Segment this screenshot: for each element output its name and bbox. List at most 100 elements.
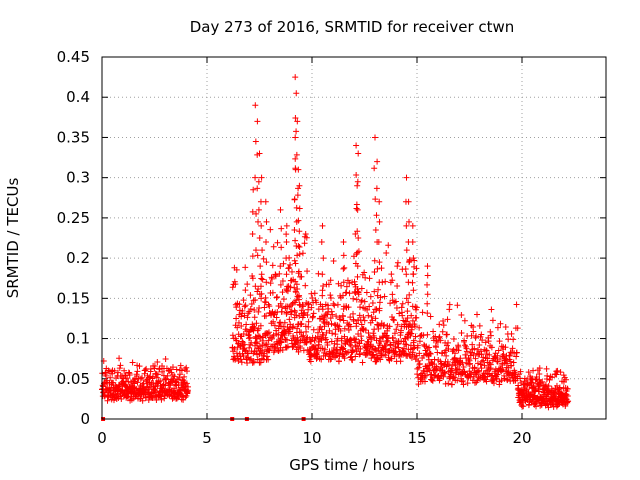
- data-point: [478, 348, 485, 355]
- data-point: [244, 281, 251, 288]
- data-point: [291, 196, 298, 203]
- data-point: [277, 300, 284, 307]
- data-point: [255, 206, 262, 213]
- data-point: [476, 322, 483, 329]
- data-point: [254, 252, 261, 259]
- data-point: [295, 243, 302, 250]
- data-point: [361, 269, 368, 276]
- data-point: [256, 150, 263, 157]
- data-point: [288, 308, 295, 315]
- data-point: [353, 251, 360, 258]
- data-point: [370, 351, 377, 358]
- data-point: [330, 300, 337, 307]
- data-point: [147, 366, 154, 373]
- data-point: [377, 356, 384, 363]
- data-point: [158, 396, 165, 403]
- data-point: [337, 316, 344, 323]
- data-point: [183, 364, 190, 371]
- data-point: [360, 314, 367, 321]
- data-point: [377, 338, 384, 345]
- data-point: [292, 74, 299, 81]
- x-tick-label: 5: [202, 429, 212, 447]
- data-point: [470, 328, 477, 335]
- data-point: [269, 262, 276, 269]
- data-point: [482, 339, 489, 346]
- data-point: [416, 350, 423, 357]
- data-point: [334, 301, 341, 308]
- data-point: [273, 314, 280, 321]
- data-point: [251, 314, 258, 321]
- data-point: [461, 317, 468, 324]
- data-point: [533, 403, 540, 410]
- data-point: [483, 378, 490, 385]
- data-point: [250, 359, 257, 366]
- data-point: [289, 300, 296, 307]
- data-point: [240, 297, 247, 304]
- data-point: [463, 348, 470, 355]
- data-point: [489, 317, 496, 324]
- data-point: [488, 306, 495, 313]
- data-point: [330, 257, 337, 264]
- data-point: [444, 358, 451, 365]
- data-point: [291, 341, 298, 348]
- data-point: [347, 314, 354, 321]
- data-point: [368, 355, 375, 362]
- data-point: [525, 369, 532, 376]
- data-point: [452, 362, 459, 369]
- data-point: [396, 310, 403, 317]
- data-point: [462, 351, 469, 358]
- data-point: [410, 271, 417, 278]
- data-point: [361, 298, 368, 305]
- data-point: [371, 269, 378, 276]
- data-point: [564, 392, 571, 399]
- data-point: [115, 369, 122, 376]
- data-point: [433, 365, 440, 372]
- data-point: [255, 308, 262, 315]
- data-point: [233, 266, 240, 273]
- data-point: [304, 300, 311, 307]
- data-point: [315, 329, 322, 336]
- data-point: [319, 287, 326, 294]
- data-point: [238, 313, 245, 320]
- data-point: [372, 315, 379, 322]
- data-point: [283, 222, 290, 229]
- data-point: [375, 239, 382, 246]
- data-point: [295, 185, 302, 192]
- data-point: [364, 306, 371, 313]
- data-point: [374, 158, 381, 165]
- data-point: [397, 327, 404, 334]
- axis-ticks: [101, 56, 606, 420]
- x-tick-label: 20: [512, 429, 531, 447]
- data-point: [388, 314, 395, 321]
- data-point: [233, 315, 240, 322]
- data-point: [241, 303, 248, 310]
- data-point: [178, 367, 185, 374]
- data-point: [363, 289, 370, 296]
- data-point: [350, 295, 357, 302]
- data-point: [387, 342, 394, 349]
- data-point: [403, 271, 410, 278]
- data-point: [363, 351, 370, 358]
- data-point: [359, 359, 366, 366]
- data-point: [520, 403, 527, 410]
- data-point: [474, 360, 481, 367]
- data-point: [292, 115, 299, 122]
- data-point: [367, 293, 374, 300]
- data-point: [117, 362, 124, 369]
- data-point: [353, 171, 360, 178]
- data-point: [467, 352, 474, 359]
- data-point: [436, 321, 443, 328]
- data-point: [471, 379, 478, 386]
- data-point: [409, 349, 416, 356]
- data-point: [471, 364, 478, 371]
- data-point: [440, 373, 447, 380]
- data-point: [323, 329, 330, 336]
- data-point: [123, 393, 130, 400]
- y-tick-label: 0.45: [57, 48, 90, 66]
- data-point: [390, 317, 397, 324]
- data-point: [424, 263, 431, 270]
- data-point: [269, 275, 276, 282]
- data-point: [458, 311, 465, 318]
- data-point: [319, 271, 326, 278]
- data-point: [287, 261, 294, 268]
